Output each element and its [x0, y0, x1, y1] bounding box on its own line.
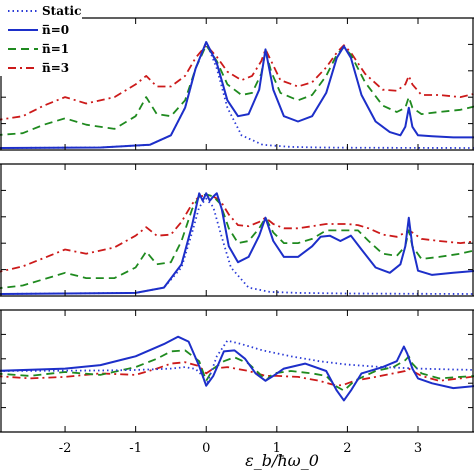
panel-1	[0, 41, 474, 149]
series-dashdot-line-panel-2	[0, 194, 474, 273]
legend-label: Static	[42, 4, 81, 18]
panel-3	[0, 335, 474, 402]
series-dashdot-line-panel-3	[0, 361, 474, 387]
series-dotted-line-panel-2	[0, 197, 474, 295]
panel-2	[0, 192, 474, 295]
x-tick-label: 0	[202, 441, 210, 456]
legend-background	[0, 0, 82, 76]
series-dashdot-line-panel-1	[0, 44, 474, 121]
axes-layer: -2 -1 0 1 2 3	[0, 17, 474, 456]
legend-label: n̅=1	[42, 42, 69, 56]
legend: Static n̅=0 n̅=1 n̅=3	[0, 0, 82, 76]
series-solid-line-panel-1	[0, 41, 474, 149]
series-dashed-line-panel-2	[0, 193, 474, 289]
x-tick-label: -1	[129, 441, 142, 456]
series-solid-line-panel-3	[0, 335, 474, 402]
series-solid-line-panel-2	[0, 192, 474, 295]
x-axis-label: ε_b/ħω_0	[245, 451, 319, 470]
legend-label: n̅=0	[42, 23, 69, 37]
x-tick-label: 1	[273, 441, 281, 456]
plot-layer	[0, 41, 474, 402]
series-dotted-line-panel-3	[0, 339, 474, 387]
x-tick-label: 3	[414, 441, 422, 456]
x-tick-label: -2	[59, 441, 72, 456]
legend-label: n̅=3	[42, 61, 69, 75]
x-tick-label: 2	[343, 441, 351, 456]
